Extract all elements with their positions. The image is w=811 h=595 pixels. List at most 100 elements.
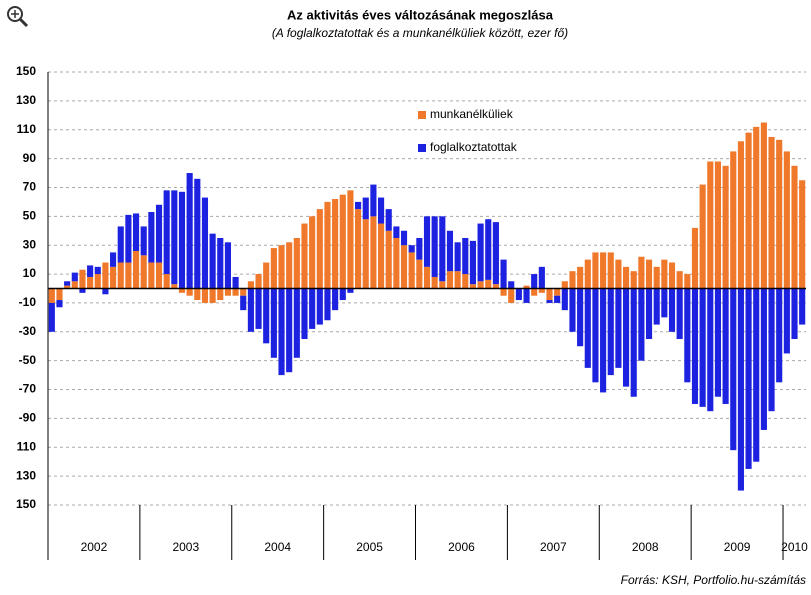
bar bbox=[87, 265, 94, 277]
bar bbox=[592, 288, 599, 383]
bar bbox=[247, 288, 254, 332]
bar bbox=[71, 272, 78, 282]
bar bbox=[194, 288, 201, 301]
bar bbox=[171, 284, 178, 289]
bar bbox=[178, 288, 186, 293]
bar bbox=[745, 288, 752, 469]
bar bbox=[477, 281, 484, 289]
bar bbox=[676, 288, 683, 340]
bar bbox=[163, 190, 170, 275]
bar bbox=[301, 288, 308, 340]
bar bbox=[745, 132, 752, 289]
bar bbox=[240, 295, 247, 311]
bar bbox=[255, 274, 262, 289]
bar bbox=[79, 269, 86, 289]
bar bbox=[217, 237, 224, 289]
bar bbox=[546, 288, 553, 301]
bar bbox=[263, 288, 270, 344]
bar bbox=[117, 262, 124, 289]
bar bbox=[140, 226, 147, 256]
bar bbox=[592, 252, 599, 289]
bar bbox=[224, 242, 231, 289]
bar bbox=[370, 216, 377, 289]
bar bbox=[377, 197, 385, 224]
bar bbox=[684, 274, 691, 289]
bar bbox=[423, 266, 431, 289]
bar bbox=[201, 288, 209, 303]
y-tick-label: 50 bbox=[23, 209, 37, 223]
bar bbox=[370, 184, 377, 217]
y-tick-label: -50 bbox=[19, 353, 37, 367]
x-tick-label: 2005 bbox=[356, 540, 383, 554]
bar bbox=[722, 165, 729, 289]
bar bbox=[577, 288, 584, 347]
bar bbox=[584, 288, 591, 368]
bar bbox=[753, 288, 760, 462]
bar bbox=[515, 288, 522, 301]
y-tick-label: 150 bbox=[16, 497, 36, 511]
bar bbox=[94, 274, 101, 289]
bar bbox=[224, 288, 231, 296]
bar bbox=[324, 201, 331, 289]
bar bbox=[462, 237, 469, 275]
bar bbox=[492, 222, 499, 285]
bar bbox=[561, 281, 568, 289]
bar bbox=[737, 141, 744, 289]
bar bbox=[523, 288, 530, 303]
bar bbox=[209, 288, 216, 303]
bar bbox=[454, 242, 461, 272]
chart-title: Az aktivitás éves változásának megoszlás… bbox=[287, 7, 554, 22]
bar bbox=[707, 288, 714, 412]
bar bbox=[615, 259, 622, 289]
bar bbox=[737, 288, 744, 491]
bar bbox=[408, 245, 415, 253]
bar bbox=[140, 255, 147, 289]
bar bbox=[676, 271, 683, 289]
bar bbox=[102, 288, 109, 295]
bar bbox=[469, 284, 477, 289]
y-tick-label: 90 bbox=[23, 151, 37, 165]
bar bbox=[186, 288, 193, 296]
bar bbox=[393, 237, 400, 289]
bar bbox=[776, 139, 783, 289]
bar bbox=[362, 219, 369, 289]
chart-subtitle: (A foglalkoztatottak és a munkanélküliek… bbox=[272, 26, 568, 40]
bar bbox=[446, 230, 454, 272]
bar bbox=[431, 276, 438, 289]
bar bbox=[301, 223, 308, 289]
legend-swatch bbox=[418, 144, 426, 152]
bar bbox=[431, 216, 438, 277]
bar bbox=[385, 209, 392, 231]
bar bbox=[278, 245, 285, 289]
bar bbox=[232, 288, 239, 296]
bar bbox=[653, 266, 660, 289]
bar bbox=[270, 288, 277, 358]
bar bbox=[446, 271, 454, 289]
bar bbox=[439, 216, 446, 282]
bar bbox=[278, 288, 285, 376]
legend-swatch bbox=[418, 111, 426, 119]
bar bbox=[125, 214, 132, 263]
bar bbox=[500, 288, 507, 296]
bar bbox=[125, 262, 132, 289]
bar bbox=[209, 233, 216, 289]
bar bbox=[508, 288, 515, 303]
bar bbox=[408, 252, 415, 289]
bar bbox=[293, 237, 300, 289]
bar bbox=[316, 288, 323, 325]
zoom-icon[interactable] bbox=[7, 6, 29, 28]
bar bbox=[194, 178, 201, 289]
bar bbox=[110, 266, 117, 289]
bar bbox=[439, 281, 446, 289]
bar bbox=[347, 288, 354, 293]
bar bbox=[783, 151, 790, 289]
source: Forrás: KSH, Portfolio.hu-számítás bbox=[621, 573, 806, 587]
bar bbox=[538, 288, 545, 293]
bar bbox=[577, 266, 584, 289]
bar bbox=[339, 288, 346, 301]
y-tick-label: 150 bbox=[16, 64, 36, 78]
bar bbox=[155, 204, 163, 263]
bar bbox=[799, 180, 806, 289]
bar bbox=[163, 274, 170, 289]
